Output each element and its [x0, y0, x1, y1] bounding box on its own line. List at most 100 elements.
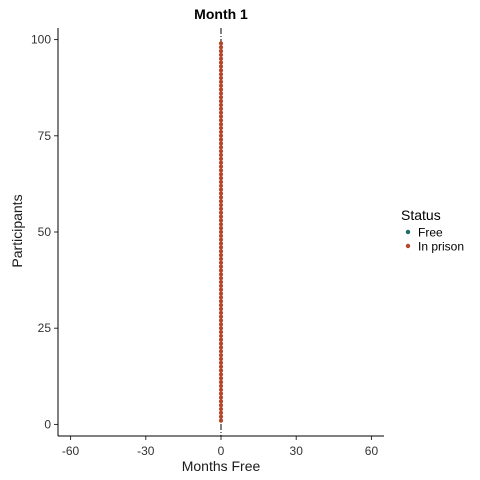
data-point	[218, 129, 224, 135]
data-point	[218, 191, 224, 196]
data-point	[218, 206, 224, 212]
data-point	[218, 199, 224, 204]
data-point	[218, 125, 224, 131]
data-point	[218, 372, 224, 377]
x-axis-title: Months Free	[182, 458, 261, 474]
data-point	[218, 291, 224, 296]
x-tick-label: 30	[290, 444, 304, 458]
data-point	[218, 41, 224, 46]
data-points	[218, 41, 224, 423]
data-point	[218, 102, 224, 108]
data-point	[218, 176, 224, 181]
data-point	[218, 299, 224, 304]
data-point	[218, 210, 224, 215]
data-point	[218, 276, 224, 281]
data-point	[218, 326, 224, 331]
data-point	[218, 264, 224, 269]
data-point	[218, 195, 224, 200]
legend-title: Status	[401, 207, 441, 223]
data-point	[218, 353, 224, 358]
data-point	[218, 75, 224, 81]
data-point	[218, 245, 224, 250]
data-point	[218, 272, 224, 277]
data-point	[218, 168, 224, 173]
data-point	[218, 83, 224, 88]
data-point	[218, 414, 224, 419]
data-point	[218, 110, 224, 115]
data-point	[218, 179, 224, 185]
legend-label-in-prison: In prison	[418, 240, 464, 254]
data-point	[218, 368, 224, 373]
legend-label-free: Free	[418, 226, 443, 240]
data-point	[218, 114, 224, 119]
data-point	[218, 60, 224, 65]
data-point	[218, 106, 224, 111]
x-tick-label: -60	[62, 444, 80, 458]
data-point	[218, 183, 224, 188]
legend-key-free	[405, 229, 411, 235]
data-point	[218, 133, 224, 138]
data-point	[218, 252, 224, 258]
plot-title: Month 1	[194, 6, 248, 22]
data-point	[218, 260, 224, 265]
data-point	[218, 95, 224, 100]
data-point	[218, 356, 224, 362]
x-axis-ticks: -60 -30 0 30 60	[62, 436, 379, 458]
data-point	[218, 172, 224, 177]
data-point	[218, 360, 224, 365]
data-point	[218, 202, 224, 208]
data-point	[218, 149, 224, 154]
data-point	[218, 152, 224, 158]
data-point	[218, 145, 224, 150]
data-point	[218, 214, 224, 219]
data-point	[218, 122, 224, 127]
data-point	[218, 399, 224, 404]
data-point	[218, 237, 224, 242]
data-point	[218, 337, 224, 342]
data-point	[218, 48, 224, 54]
data-point	[218, 279, 224, 285]
data-point	[218, 410, 224, 416]
x-tick-label: 0	[218, 444, 225, 458]
data-point	[218, 403, 224, 408]
data-point	[218, 349, 224, 354]
legend: Status Free In prison	[401, 207, 464, 254]
data-point	[218, 56, 224, 61]
data-point	[218, 52, 224, 58]
data-point	[218, 287, 224, 292]
data-point	[218, 226, 224, 231]
data-point	[218, 141, 224, 146]
data-point	[218, 218, 224, 223]
data-point	[218, 241, 224, 246]
y-tick-label: 25	[38, 321, 52, 335]
x-tick-label: -30	[137, 444, 155, 458]
data-point	[218, 87, 224, 92]
data-point	[218, 376, 224, 381]
data-point	[218, 322, 224, 327]
y-tick-label: 0	[44, 417, 51, 431]
data-point	[218, 314, 224, 319]
data-point	[218, 283, 224, 288]
data-point	[218, 268, 224, 273]
data-point	[218, 306, 224, 312]
data-point	[218, 406, 224, 412]
data-point	[218, 341, 224, 346]
y-tick-label: 50	[38, 225, 52, 239]
data-point	[218, 295, 224, 300]
data-point	[218, 256, 224, 262]
data-point	[218, 99, 224, 104]
data-point	[218, 68, 224, 73]
x-tick-label: 60	[365, 444, 379, 458]
data-point	[218, 187, 224, 192]
data-point	[218, 249, 224, 254]
data-point	[218, 229, 224, 235]
y-tick-label: 100	[31, 33, 51, 47]
data-point	[218, 160, 224, 165]
data-point	[218, 364, 224, 369]
data-point	[218, 380, 224, 385]
data-point	[218, 387, 224, 392]
data-point	[218, 222, 224, 227]
data-point	[218, 91, 224, 96]
data-point	[218, 329, 224, 335]
